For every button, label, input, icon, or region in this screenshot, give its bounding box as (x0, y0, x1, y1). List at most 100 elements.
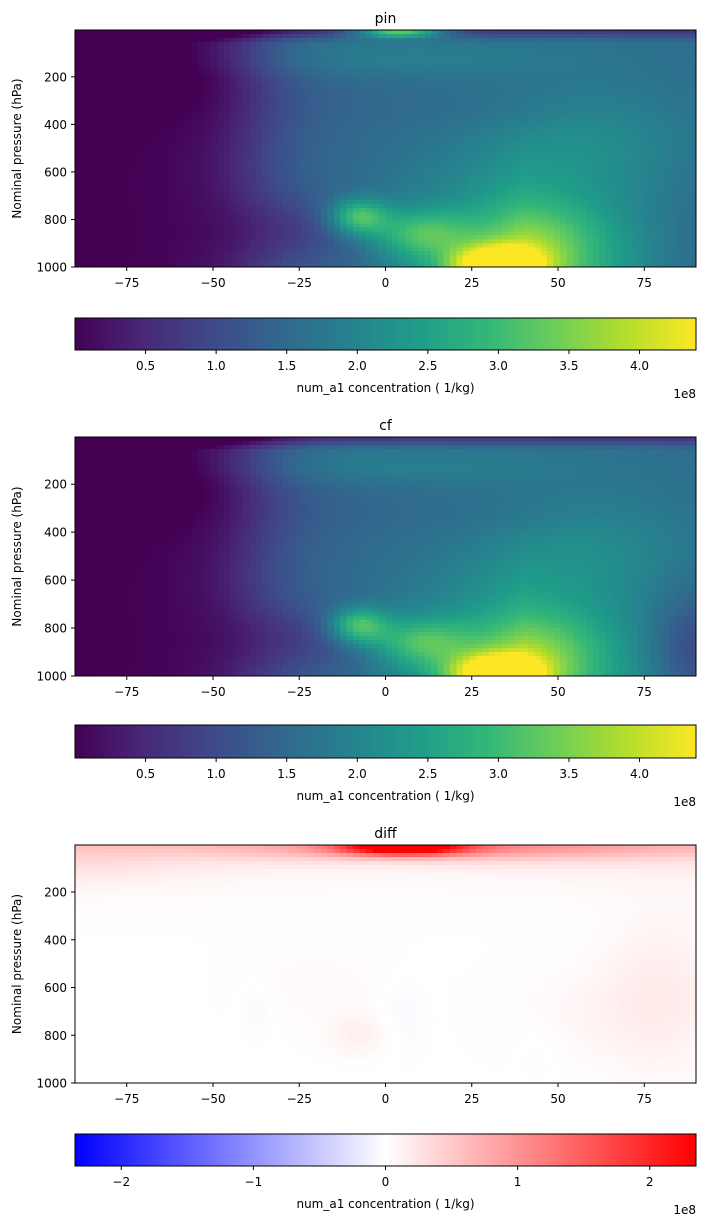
heatmap-cell (469, 207, 477, 213)
heatmap-cell (113, 73, 121, 78)
heatmap-cell (437, 211, 445, 217)
heatmap-cell (197, 37, 205, 43)
heatmap-cell (391, 93, 400, 98)
heatmap-cell (288, 180, 296, 185)
heatmap-cell (269, 199, 277, 205)
heatmap-cell (197, 93, 205, 98)
heatmap-cell (540, 211, 548, 217)
heatmap-cell (256, 37, 264, 43)
heatmap-cell (366, 164, 374, 169)
heatmap-cell (404, 227, 412, 233)
heatmap-cell (670, 184, 678, 189)
heatmap-cell (269, 49, 277, 55)
heatmap-cell (340, 231, 348, 236)
heatmap-cell (553, 93, 561, 98)
heatmap-cell (288, 227, 296, 233)
heatmap-cell (301, 37, 309, 43)
heatmap-cell (670, 132, 678, 138)
heatmap-cell (75, 116, 83, 122)
heatmap-cell (534, 109, 542, 114)
heatmap-cell (683, 223, 691, 229)
heatmap-cell (618, 140, 626, 146)
heatmap-cell (670, 211, 678, 217)
heatmap-cell (346, 211, 354, 217)
heatmap-cell (430, 109, 438, 114)
heatmap-cell (618, 223, 626, 229)
heatmap-cell (611, 219, 619, 225)
heatmap-cell (178, 156, 186, 161)
heatmap-cell (333, 109, 341, 114)
heatmap-cell (262, 81, 270, 86)
heatmap-cell (657, 73, 665, 78)
heatmap-cell (262, 33, 270, 39)
heatmap-cell (372, 176, 380, 181)
heatmap-cell (314, 148, 322, 154)
heatmap-cell (120, 184, 128, 189)
heatmap-cell (81, 112, 89, 118)
heatmap-cell (236, 172, 244, 177)
heatmap-cell (353, 105, 361, 110)
heatmap-cell (398, 203, 406, 209)
heatmap-cell (333, 180, 341, 185)
heatmap-cell (249, 81, 257, 86)
heatmap-cell (178, 128, 186, 134)
heatmap-cell (456, 45, 464, 51)
heatmap-cell (139, 231, 147, 236)
heatmap-cell (120, 49, 128, 55)
heatmap-cell (495, 69, 503, 75)
heatmap-cell (540, 112, 548, 118)
heatmap-cell (288, 30, 296, 35)
heatmap-cell (618, 172, 626, 177)
heatmap-cell (359, 128, 367, 134)
heatmap-cell (366, 223, 374, 229)
heatmap-cell (223, 41, 231, 47)
heatmap-cell (411, 124, 419, 130)
heatmap-cell (191, 49, 199, 55)
heatmap-cell (294, 33, 303, 39)
heatmap-cell (391, 41, 400, 47)
heatmap-cell (663, 136, 671, 142)
heatmap-cell (333, 156, 341, 161)
heatmap-cell (307, 191, 315, 197)
heatmap-cell (443, 128, 451, 134)
heatmap-cell (463, 89, 471, 94)
heatmap-cell (437, 136, 445, 142)
heatmap-cell (540, 188, 548, 193)
heatmap-cell (107, 112, 115, 118)
heatmap-cell (243, 61, 251, 67)
heatmap-cell (320, 105, 328, 110)
heatmap-cell (379, 45, 387, 51)
heatmap-cell (320, 140, 328, 146)
heatmap-cell (139, 156, 147, 161)
heatmap-cell (256, 30, 264, 35)
heatmap-cell (592, 37, 600, 43)
heatmap-cell (146, 195, 154, 201)
heatmap-cell (249, 49, 257, 55)
heatmap-cell (236, 85, 244, 90)
heatmap-cell (430, 203, 438, 209)
heatmap-cell (521, 136, 529, 142)
heatmap-cell (631, 148, 639, 154)
heatmap-cell (501, 168, 510, 173)
heatmap-cell (75, 223, 83, 229)
heatmap-cell (463, 69, 471, 75)
heatmap-cell (366, 160, 374, 165)
heatmap-cell (611, 211, 619, 217)
heatmap-cell (340, 199, 348, 205)
heatmap-cell (327, 109, 335, 114)
heatmap-cell (372, 41, 380, 47)
heatmap-cell (340, 168, 348, 173)
heatmap-cell (327, 128, 335, 134)
heatmap-cell (165, 105, 173, 110)
heatmap-cell (443, 156, 451, 161)
heatmap-cell (573, 184, 581, 189)
heatmap-cell (624, 211, 632, 217)
heatmap-cell (301, 231, 309, 236)
heatmap-cell (184, 144, 193, 150)
heatmap-cell (243, 93, 251, 98)
heatmap-cell (605, 49, 613, 55)
heatmap-cell (508, 112, 516, 118)
heatmap-cell (120, 41, 128, 47)
heatmap-cell (107, 223, 115, 229)
heatmap-cell (514, 37, 522, 43)
